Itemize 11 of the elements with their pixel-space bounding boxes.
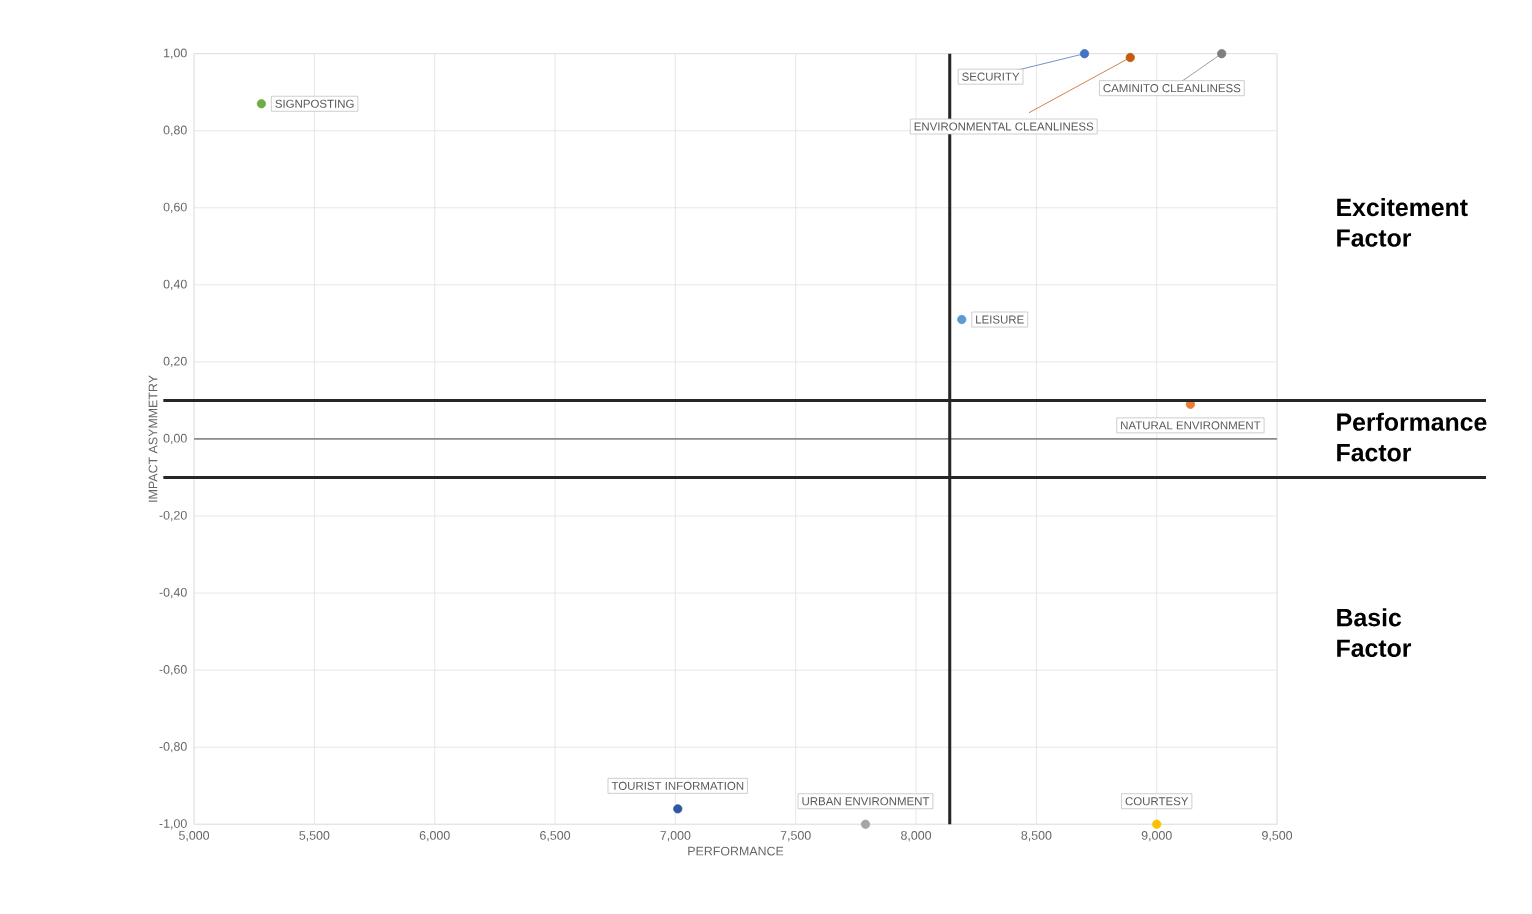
text: Basic Factor [1337, 608, 1412, 657]
text: Performance Factor [1337, 412, 1487, 462]
text: Excitement Factor [1337, 197, 1468, 247]
point [1079, 48, 1090, 59]
point [1125, 52, 1135, 62]
point [1152, 819, 1162, 829]
point [860, 819, 871, 829]
point [673, 804, 683, 814]
point [957, 314, 967, 324]
point [256, 99, 266, 109]
point [1217, 48, 1227, 59]
